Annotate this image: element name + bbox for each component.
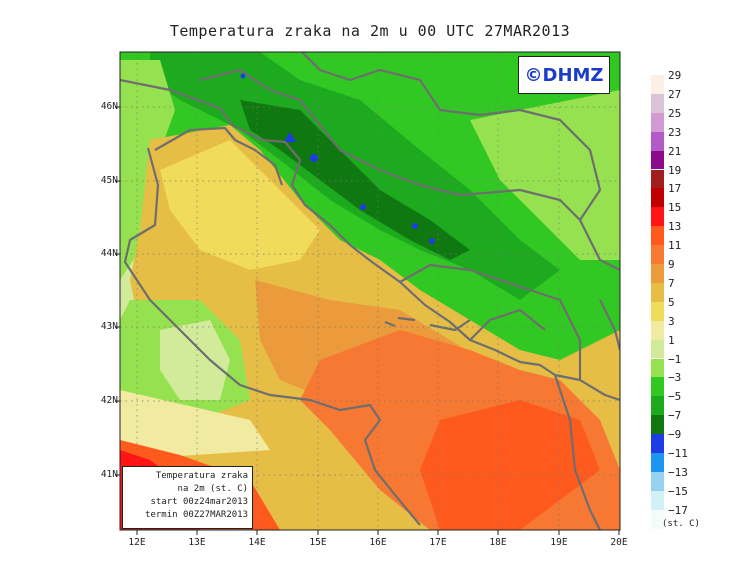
lat-label: 46N bbox=[100, 101, 118, 112]
legend-swatch bbox=[651, 245, 664, 264]
legend-swatch bbox=[651, 396, 664, 416]
map-title: Temperatura zraka na 2m u 00 UTC 27MAR20… bbox=[169, 22, 571, 40]
legend-label: 21 bbox=[668, 144, 682, 158]
lon-label: 18E bbox=[489, 537, 507, 548]
legend-label: 7 bbox=[668, 276, 675, 290]
legend-unit: (st. C) bbox=[662, 519, 700, 529]
info-line-start: start 00z24mar2013 bbox=[150, 497, 248, 507]
legend-label: −1 bbox=[668, 352, 682, 366]
lon-label: 16E bbox=[369, 537, 387, 548]
info-line-units: na 2m (st. C) bbox=[177, 484, 248, 494]
legend-swatch bbox=[651, 131, 664, 151]
legend-label: 27 bbox=[668, 87, 682, 101]
legend-swatch bbox=[651, 226, 664, 246]
legend-label: −7 bbox=[668, 409, 682, 423]
copyright-badge: ©DHMZ bbox=[518, 56, 610, 94]
legend-label: 9 bbox=[668, 258, 675, 271]
lon-label: 12E bbox=[128, 537, 146, 548]
lat-label: 44N bbox=[100, 248, 118, 259]
legend-label: 1 bbox=[668, 333, 675, 347]
lat-label: 41N bbox=[100, 469, 118, 480]
legend-swatch bbox=[651, 112, 664, 132]
legend-label: −17 bbox=[668, 503, 688, 517]
legend-label: 5 bbox=[668, 295, 675, 309]
legend-swatch bbox=[651, 453, 664, 472]
legend-label: 13 bbox=[668, 220, 682, 234]
lat-label: 42N bbox=[100, 395, 118, 406]
legend-label: −11 bbox=[668, 447, 688, 460]
legend-label: −5 bbox=[668, 390, 682, 404]
legend-label: 11 bbox=[668, 239, 682, 253]
legend-swatch bbox=[651, 415, 664, 435]
legend-swatch bbox=[651, 490, 664, 510]
legend-label: −15 bbox=[668, 484, 688, 498]
legend-swatch bbox=[651, 150, 664, 170]
info-box: Temperatura zraka na 2m (st. C) start 00… bbox=[122, 466, 253, 529]
legend-swatch bbox=[651, 434, 664, 453]
lat-label: 45N bbox=[100, 175, 118, 186]
legend-swatch bbox=[651, 282, 664, 302]
lon-label: 17E bbox=[429, 537, 447, 548]
legend-swatch bbox=[651, 301, 664, 321]
legend-label: 19 bbox=[668, 163, 682, 177]
legend-swatch bbox=[651, 339, 664, 359]
legend-label: 29 bbox=[668, 69, 682, 82]
legend-swatch bbox=[651, 509, 664, 529]
legend-swatch bbox=[651, 264, 664, 283]
legend-swatch bbox=[651, 471, 664, 491]
legend-swatch bbox=[651, 93, 664, 113]
lon-label: 20E bbox=[610, 537, 628, 548]
legend-swatch bbox=[651, 358, 664, 378]
lon-label: 14E bbox=[248, 537, 266, 548]
lat-label: 43N bbox=[100, 321, 118, 332]
legend-label: −9 bbox=[668, 428, 682, 442]
info-line-variable: Temperatura zraka bbox=[155, 471, 248, 481]
legend-label: 15 bbox=[668, 201, 682, 215]
lon-label: 15E bbox=[309, 537, 327, 548]
legend-label: 3 bbox=[668, 314, 675, 328]
temperature-field bbox=[120, 52, 620, 530]
legend-swatch bbox=[651, 207, 664, 227]
lon-label: 13E bbox=[188, 537, 206, 548]
info-line-termin: termin 00Z27MAR2013 bbox=[145, 510, 248, 520]
legend-swatch bbox=[651, 188, 664, 208]
legend-label: −3 bbox=[668, 371, 682, 385]
legend-swatch bbox=[651, 377, 664, 397]
legend-label: 23 bbox=[668, 125, 682, 139]
lon-label: 19E bbox=[550, 537, 568, 548]
legend-label: −13 bbox=[668, 465, 688, 479]
legend-label: 17 bbox=[668, 182, 682, 196]
legend-swatch bbox=[651, 169, 664, 189]
legend-swatch bbox=[651, 75, 664, 94]
legend-label: 25 bbox=[668, 106, 682, 120]
legend-swatch bbox=[651, 320, 664, 340]
